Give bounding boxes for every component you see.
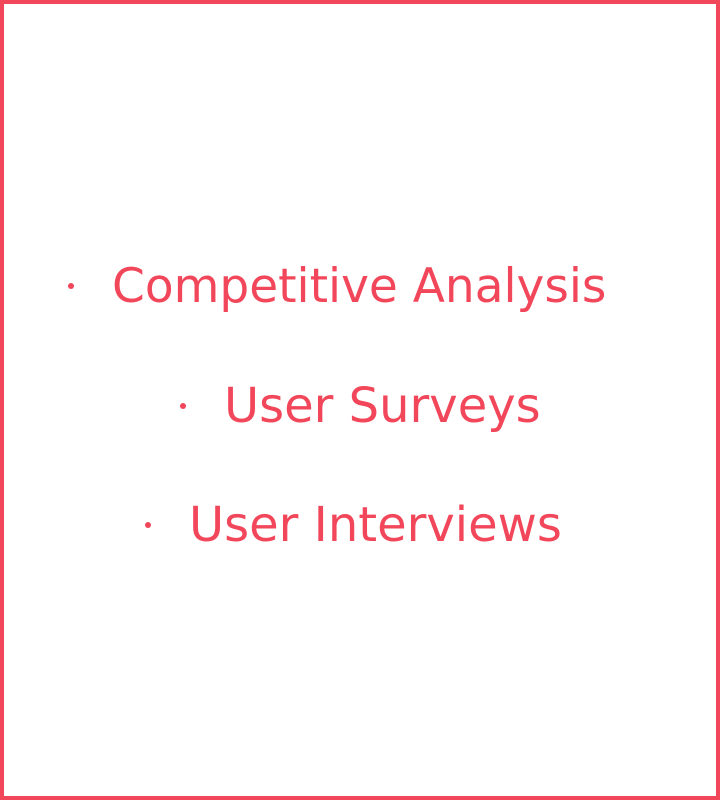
list-item: User Surveys — [180, 376, 541, 436]
bullet-dot-icon — [180, 403, 186, 409]
list-item-label: User Surveys — [224, 378, 541, 434]
list-item-label: Competitive Analysis — [112, 258, 607, 314]
bullet-dot-icon — [68, 283, 74, 289]
bullet-dot-icon — [145, 522, 151, 528]
list-item: User Interviews — [145, 495, 562, 555]
list-item-label: User Interviews — [189, 497, 562, 553]
bullet-list: Competitive Analysis User Surveys User I… — [4, 4, 720, 804]
list-item: Competitive Analysis — [68, 256, 606, 316]
